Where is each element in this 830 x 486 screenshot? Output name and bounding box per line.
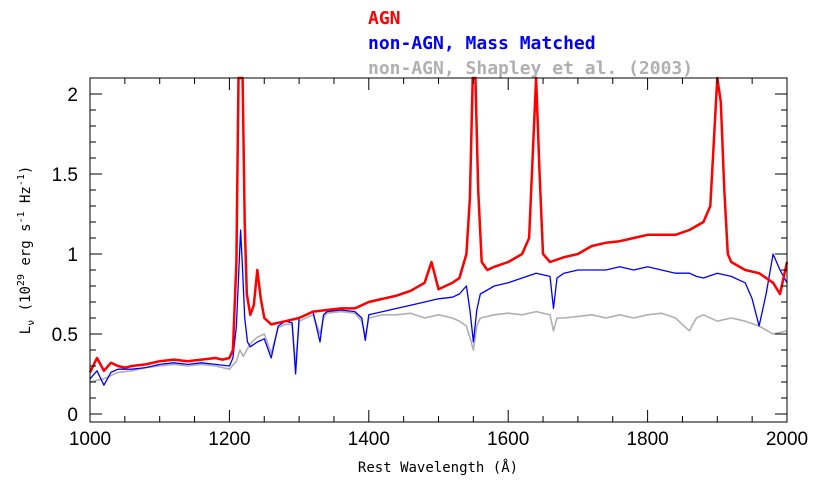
plot-frame — [89, 77, 788, 423]
series-line-non-agn-shapley-et-al-2003 — [89, 310, 788, 383]
y-axis-title-sub: ν — [26, 320, 37, 326]
y-tick-label: 0.5 — [52, 325, 78, 346]
x-tick-label: 1000 — [69, 429, 111, 450]
y-tick-label: 2 — [67, 85, 78, 106]
x-tick-label: 1400 — [348, 429, 390, 450]
x-axis-title: Rest Wavelength (Å) — [358, 459, 518, 476]
y-axis-title-exp2: -1 — [16, 211, 27, 223]
series-line-non-agn-mass-matched — [89, 229, 788, 386]
y-axis-title-main: L — [18, 326, 34, 334]
y-axis-title-close: ) — [18, 166, 34, 174]
series-line-agn — [88, 76, 789, 373]
y-axis-title: Lν (1029 erg s-1 Hz-1) — [16, 166, 37, 335]
y-axis-title-exp3: -1 — [16, 174, 27, 186]
legend-non-agn-shapley: non-AGN, Shapley et al. (2003) — [368, 58, 693, 79]
x-tick-label: 1800 — [626, 429, 668, 450]
legend-agn: AGN — [368, 8, 401, 29]
legend-non-agn-mass-matched: non-AGN, Mass Matched — [368, 33, 596, 54]
series-layer — [88, 76, 789, 386]
y-tick-label: 1.5 — [52, 165, 78, 186]
y-axis-title-hz: Hz — [18, 186, 34, 211]
y-axis-title-rest: (10 — [18, 286, 34, 320]
tick-layer: 1000 1200 1400 1600 1800 2000 0 0.5 1 1.5 2 — [52, 78, 808, 450]
y-axis-title-mid: erg s — [18, 224, 34, 275]
y-axis-title-exp1: 29 — [16, 274, 27, 286]
y-tick-label: 1 — [67, 245, 78, 266]
x-tick-label: 1200 — [208, 429, 250, 450]
x-tick-label: 1600 — [487, 429, 529, 450]
y-tick-label: 0 — [67, 405, 78, 426]
x-tick-label: 2000 — [766, 429, 808, 450]
